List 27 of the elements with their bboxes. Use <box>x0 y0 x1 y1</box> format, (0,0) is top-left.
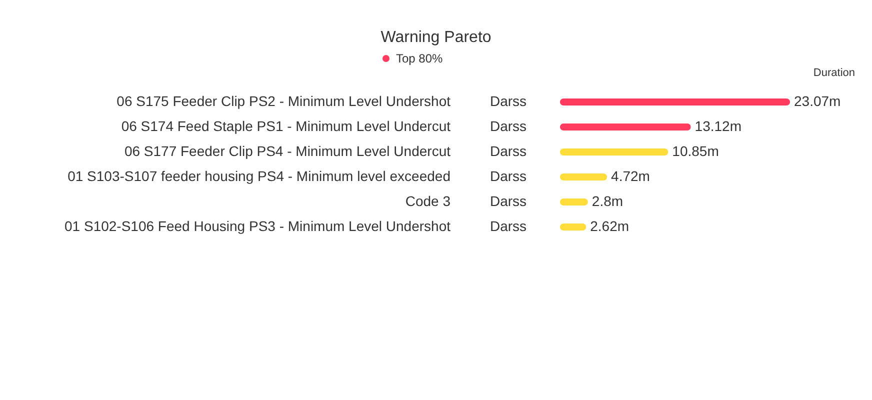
y-tick-label: 01 S103-S107 feeder housing PS4 - Minimum level exceeded <box>68 168 450 184</box>
data-label: 23.07m <box>794 93 841 109</box>
text: Darss <box>490 168 527 184</box>
text: Darss <box>490 143 527 159</box>
x-axis-title: Duration <box>813 67 855 79</box>
bar <box>560 224 586 230</box>
bar <box>560 124 691 130</box>
y-tick-label: 06 S174 Feed Staple PS1 - Minimum Level Undercut <box>121 118 451 134</box>
y-tick-label: 06 S175 Feeder Clip PS2 - Minimum Level Undershot <box>116 93 451 109</box>
bar <box>560 98 790 106</box>
bar <box>560 198 588 206</box>
bar <box>560 148 668 156</box>
data-label: 2.62m <box>590 218 630 234</box>
data-label: 2.8m <box>592 193 624 209</box>
y-tick-label: Code 3 <box>405 193 451 209</box>
text: Darss <box>490 218 527 234</box>
bar <box>560 174 608 180</box>
data-label: 10.85m <box>672 143 719 159</box>
y-tick-label: 06 S177 Feeder Clip PS4 - Minimum Level Undercut <box>124 143 451 159</box>
chart-title: Warning Pareto <box>380 29 492 46</box>
y-tick-label: 01 S102-S106 Feed Housing PS3 - Minimum Level Undershot <box>64 218 451 234</box>
text: Darss <box>490 118 527 134</box>
text: Darss <box>490 193 527 209</box>
data-label: 4.72m <box>611 168 650 184</box>
legend-label: Top 80% <box>396 52 444 66</box>
text: Darss <box>490 93 527 109</box>
data-label: 13.12m <box>694 118 742 134</box>
